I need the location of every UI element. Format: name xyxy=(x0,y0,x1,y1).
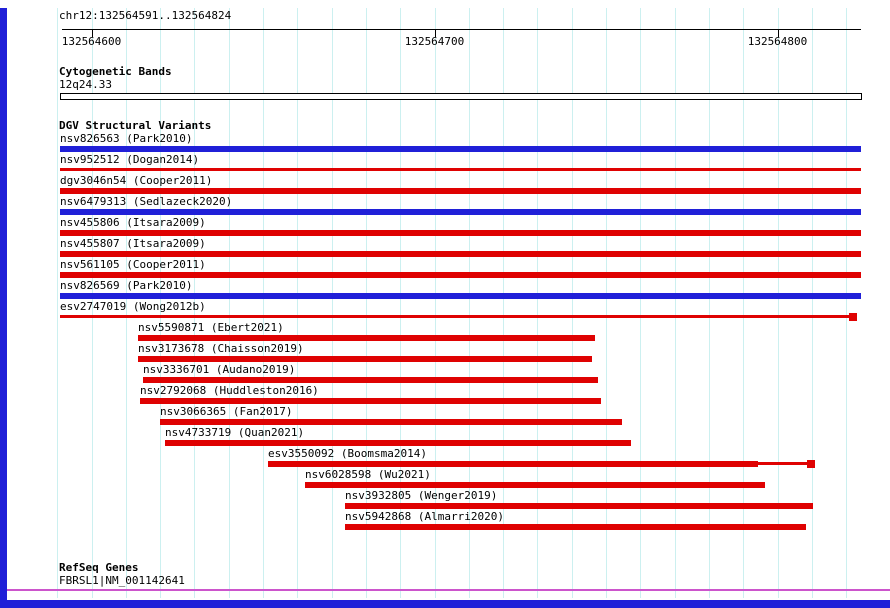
grid-line xyxy=(263,8,264,598)
grid-line xyxy=(228,8,230,598)
variant-bar-segment[interactable] xyxy=(60,230,861,236)
grid-line xyxy=(640,8,642,598)
grid-line xyxy=(571,8,573,598)
variant-bar-segment[interactable] xyxy=(165,440,631,446)
cytogenetic-bands-title: Cytogenetic Bands xyxy=(59,65,172,78)
variant-label[interactable]: esv3550092 (Boomsma2014) xyxy=(268,447,427,460)
grid-line xyxy=(606,8,607,598)
variant-label[interactable]: esv2747019 (Wong2012b) xyxy=(60,300,206,313)
variant-label[interactable]: nsv826563 (Park2010) xyxy=(60,132,193,145)
axis-line xyxy=(62,29,861,30)
variant-bar-segment[interactable] xyxy=(60,272,861,278)
grid-line xyxy=(777,8,779,598)
variant-thin-segment[interactable] xyxy=(60,168,861,171)
variant-bar-segment[interactable] xyxy=(143,377,598,383)
grid-line xyxy=(503,8,505,598)
variant-bar-segment[interactable] xyxy=(138,356,592,362)
grid-line xyxy=(400,8,402,598)
variant-bar-segment[interactable] xyxy=(60,209,861,215)
cytoband-ideogram xyxy=(60,93,862,100)
variant-bar-segment[interactable] xyxy=(60,293,861,299)
variant-bar-segment[interactable] xyxy=(60,146,861,152)
variant-label[interactable]: nsv826569 (Park2010) xyxy=(60,279,193,292)
variant-bar-segment[interactable] xyxy=(305,482,765,488)
cytoband-name: 12q24.33 xyxy=(59,78,112,91)
variant-bar-segment[interactable] xyxy=(140,398,601,404)
grid-line xyxy=(434,8,436,598)
grid-line xyxy=(331,8,333,598)
grid-line xyxy=(743,8,745,598)
axis-tick xyxy=(434,29,436,37)
grid-line xyxy=(57,8,59,598)
variant-label[interactable]: nsv2792068 (Huddleston2016) xyxy=(140,384,319,397)
dgv-track-title: DGV Structural Variants xyxy=(59,119,212,132)
variant-bar-segment[interactable] xyxy=(138,335,595,341)
axis-tick xyxy=(777,29,779,37)
variant-label[interactable]: nsv6479313 (Sedlazeck2020) xyxy=(60,195,233,208)
variant-bar-segment[interactable] xyxy=(268,461,758,467)
chromosome-overview-strip xyxy=(0,8,7,608)
variant-label[interactable]: nsv6028598 (Wu2021) xyxy=(305,468,431,481)
variant-label[interactable]: dgv3046n54 (Cooper2011) xyxy=(60,174,213,187)
grid-line xyxy=(537,8,539,598)
axis-tick-label: 132564600 xyxy=(61,35,122,48)
refseq-gene-line[interactable] xyxy=(0,589,890,591)
refseq-track-title: RefSeq Genes xyxy=(59,561,139,574)
axis-tick xyxy=(91,29,93,37)
variant-label[interactable]: nsv3066365 (Fan2017) xyxy=(160,405,293,418)
variant-label[interactable]: nsv5590871 (Ebert2021) xyxy=(138,321,284,334)
grid-line xyxy=(194,8,196,598)
variant-label[interactable]: nsv4733719 (Quan2021) xyxy=(165,426,305,439)
variant-box-segment[interactable] xyxy=(807,460,815,468)
variant-label[interactable]: nsv3932805 (Wenger2019) xyxy=(345,489,498,502)
variant-label[interactable]: nsv561105 (Cooper2011) xyxy=(60,258,206,271)
grid-line xyxy=(297,8,299,598)
variant-bar-segment[interactable] xyxy=(345,503,813,509)
axis-tick-label: 132564700 xyxy=(404,35,465,48)
variant-bar-segment[interactable] xyxy=(160,419,622,425)
grid-line xyxy=(125,8,127,598)
grid-line xyxy=(160,8,162,598)
variant-label[interactable]: nsv5942868 (Almarri2020) xyxy=(345,510,504,523)
variant-label[interactable]: nsv3173678 (Chaisson2019) xyxy=(138,342,304,355)
variant-label[interactable]: nsv455807 (Itsara2009) xyxy=(60,237,206,250)
variant-bar-segment[interactable] xyxy=(60,188,861,194)
variant-label[interactable]: nsv3336701 (Audano2019) xyxy=(143,363,296,376)
grid-line xyxy=(468,8,470,598)
variant-bar-segment[interactable] xyxy=(345,524,806,530)
variant-thin-segment[interactable] xyxy=(60,315,849,318)
grid-line xyxy=(708,8,710,598)
grid-line xyxy=(674,8,676,598)
grid-line xyxy=(365,8,367,598)
grid-line xyxy=(846,8,848,598)
refseq-gene-name: FBRSL1|NM_001142641 xyxy=(59,574,185,587)
region-label: chr12:132564591..132564824 xyxy=(59,9,232,22)
axis-tick-label: 132564800 xyxy=(747,35,808,48)
grid-line xyxy=(811,8,813,598)
variant-box-segment[interactable] xyxy=(849,313,857,321)
grid-line xyxy=(91,8,93,598)
variant-label[interactable]: nsv455806 (Itsara2009) xyxy=(60,216,206,229)
variant-thin-segment[interactable] xyxy=(758,462,810,465)
variant-bar-segment[interactable] xyxy=(60,251,861,257)
bottom-track-bar xyxy=(0,600,890,608)
variant-label[interactable]: nsv952512 (Dogan2014) xyxy=(60,153,200,166)
